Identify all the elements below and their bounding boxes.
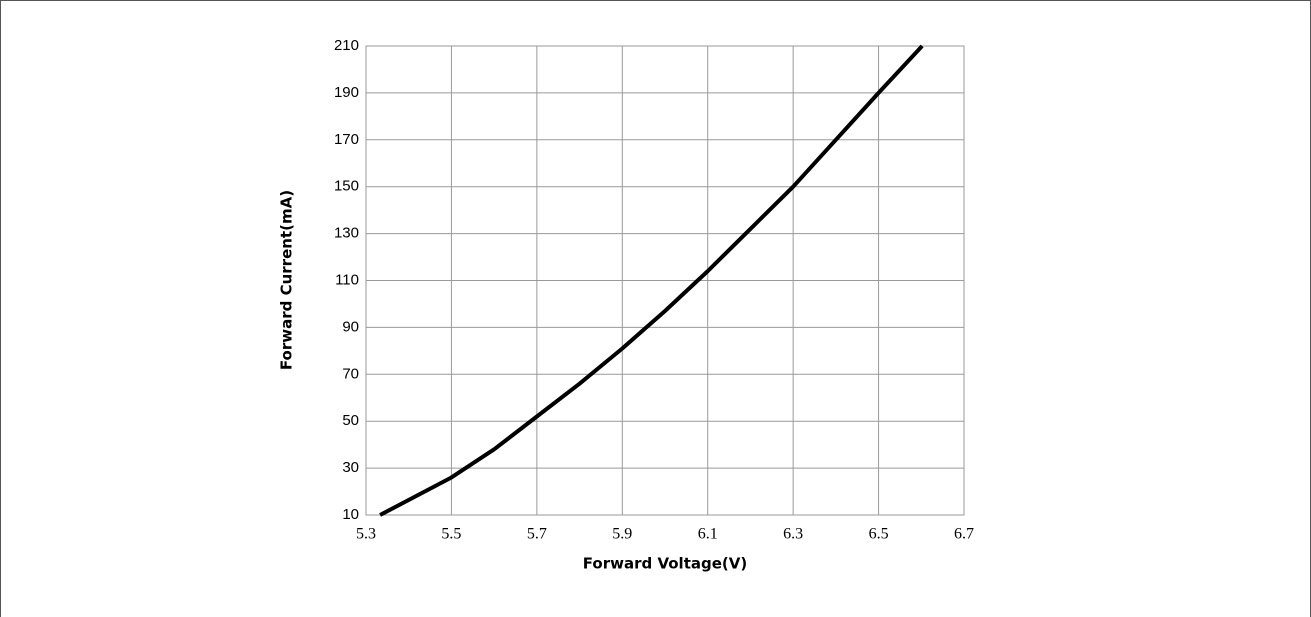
- x-tick-label: 6.7: [954, 526, 974, 543]
- x-axis-label: Forward Voltage(V): [583, 555, 747, 573]
- y-tick-label: 150: [334, 178, 359, 195]
- y-tick-label: 70: [342, 365, 359, 382]
- y-tick-label: 50: [342, 412, 359, 429]
- x-tick-label: 5.3: [356, 526, 376, 543]
- x-tick-label: 5.5: [441, 526, 461, 543]
- y-tick-label: 30: [342, 459, 359, 476]
- plot-border: [365, 45, 965, 516]
- x-tick-label: 6.5: [869, 526, 889, 543]
- y-axis-label: Forward Current(mA): [278, 190, 296, 370]
- y-tick-label: 130: [334, 225, 359, 242]
- x-tick-label: 5.7: [527, 526, 547, 543]
- x-tick-label: 5.9: [612, 526, 632, 543]
- x-tick-label: 6.3: [783, 526, 803, 543]
- y-tick-label: 10: [342, 506, 359, 523]
- y-tick-label: 170: [334, 131, 359, 148]
- y-tick-label: 90: [342, 318, 359, 335]
- y-tick-label: 210: [334, 37, 359, 54]
- y-tick-label: 190: [334, 84, 359, 101]
- x-tick-label: 6.1: [698, 526, 718, 543]
- y-tick-label: 110: [335, 271, 359, 288]
- line: [379, 44, 924, 517]
